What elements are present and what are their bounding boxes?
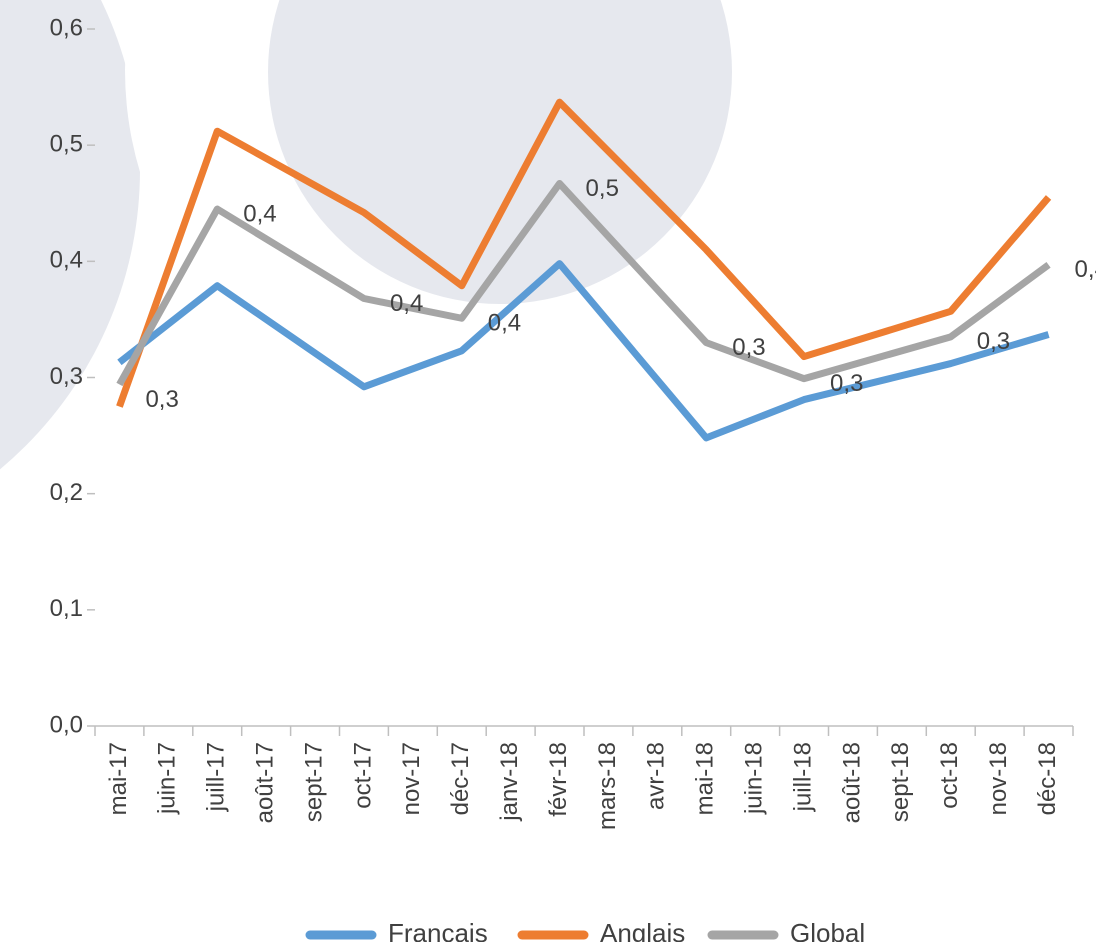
x-tick-label: mars-18 [594, 742, 621, 830]
data-label: 0,4 [488, 310, 521, 337]
data-label: 0,4 [1075, 256, 1096, 283]
x-tick-label: nov-18 [985, 742, 1012, 815]
x-tick-label: mai-18 [692, 742, 719, 815]
x-tick-label: juin-17 [154, 742, 181, 815]
data-label: 0,3 [830, 370, 863, 397]
line-series [117, 260, 1050, 442]
x-tick-label: nov-17 [398, 742, 425, 815]
y-tick-label: 0,5 [50, 131, 83, 158]
background [0, 0, 835, 470]
x-tick-label: sept-17 [300, 742, 327, 822]
x-tick-label: févr-18 [545, 742, 572, 817]
data-label: 0,4 [243, 200, 276, 227]
x-tick-label: juill-17 [203, 742, 230, 812]
x-tick-label: juin-18 [740, 742, 767, 815]
y-tick-label: 0,3 [50, 363, 83, 390]
line-series [116, 180, 1051, 387]
x-tick-label: sept-18 [887, 742, 914, 822]
x-tick-label: oct-18 [936, 742, 963, 809]
legend-label: Anglais [600, 918, 685, 942]
y-tick-label: 0,2 [50, 479, 83, 506]
y-tick-label: 0,6 [50, 14, 83, 41]
y-tick-label: 0,4 [50, 247, 83, 274]
data-label: 0,5 [586, 175, 619, 202]
x-tick-label: août-17 [251, 742, 278, 823]
x-tick-label: déc-18 [1034, 742, 1061, 815]
x-tick-label: juill-18 [789, 742, 816, 812]
x-tick-label: avr-18 [643, 742, 670, 810]
data-label: 0,3 [732, 334, 765, 361]
y-tick-label: 0,1 [50, 595, 83, 622]
data-label: 0,4 [390, 290, 423, 317]
x-tick-label: mai-17 [105, 742, 132, 815]
x-tick-label: oct-17 [349, 742, 376, 809]
legend-label: Global [790, 918, 865, 942]
legend-label: Francais [388, 918, 488, 942]
data-label: 0,3 [977, 328, 1010, 355]
y-tick-label: 0,0 [50, 711, 83, 738]
data-label: 0,3 [145, 386, 178, 413]
x-tick-label: déc-17 [447, 742, 474, 815]
x-tick-label: août-18 [838, 742, 865, 823]
line-series [116, 98, 1052, 408]
x-tick-label: janv-18 [496, 742, 523, 822]
